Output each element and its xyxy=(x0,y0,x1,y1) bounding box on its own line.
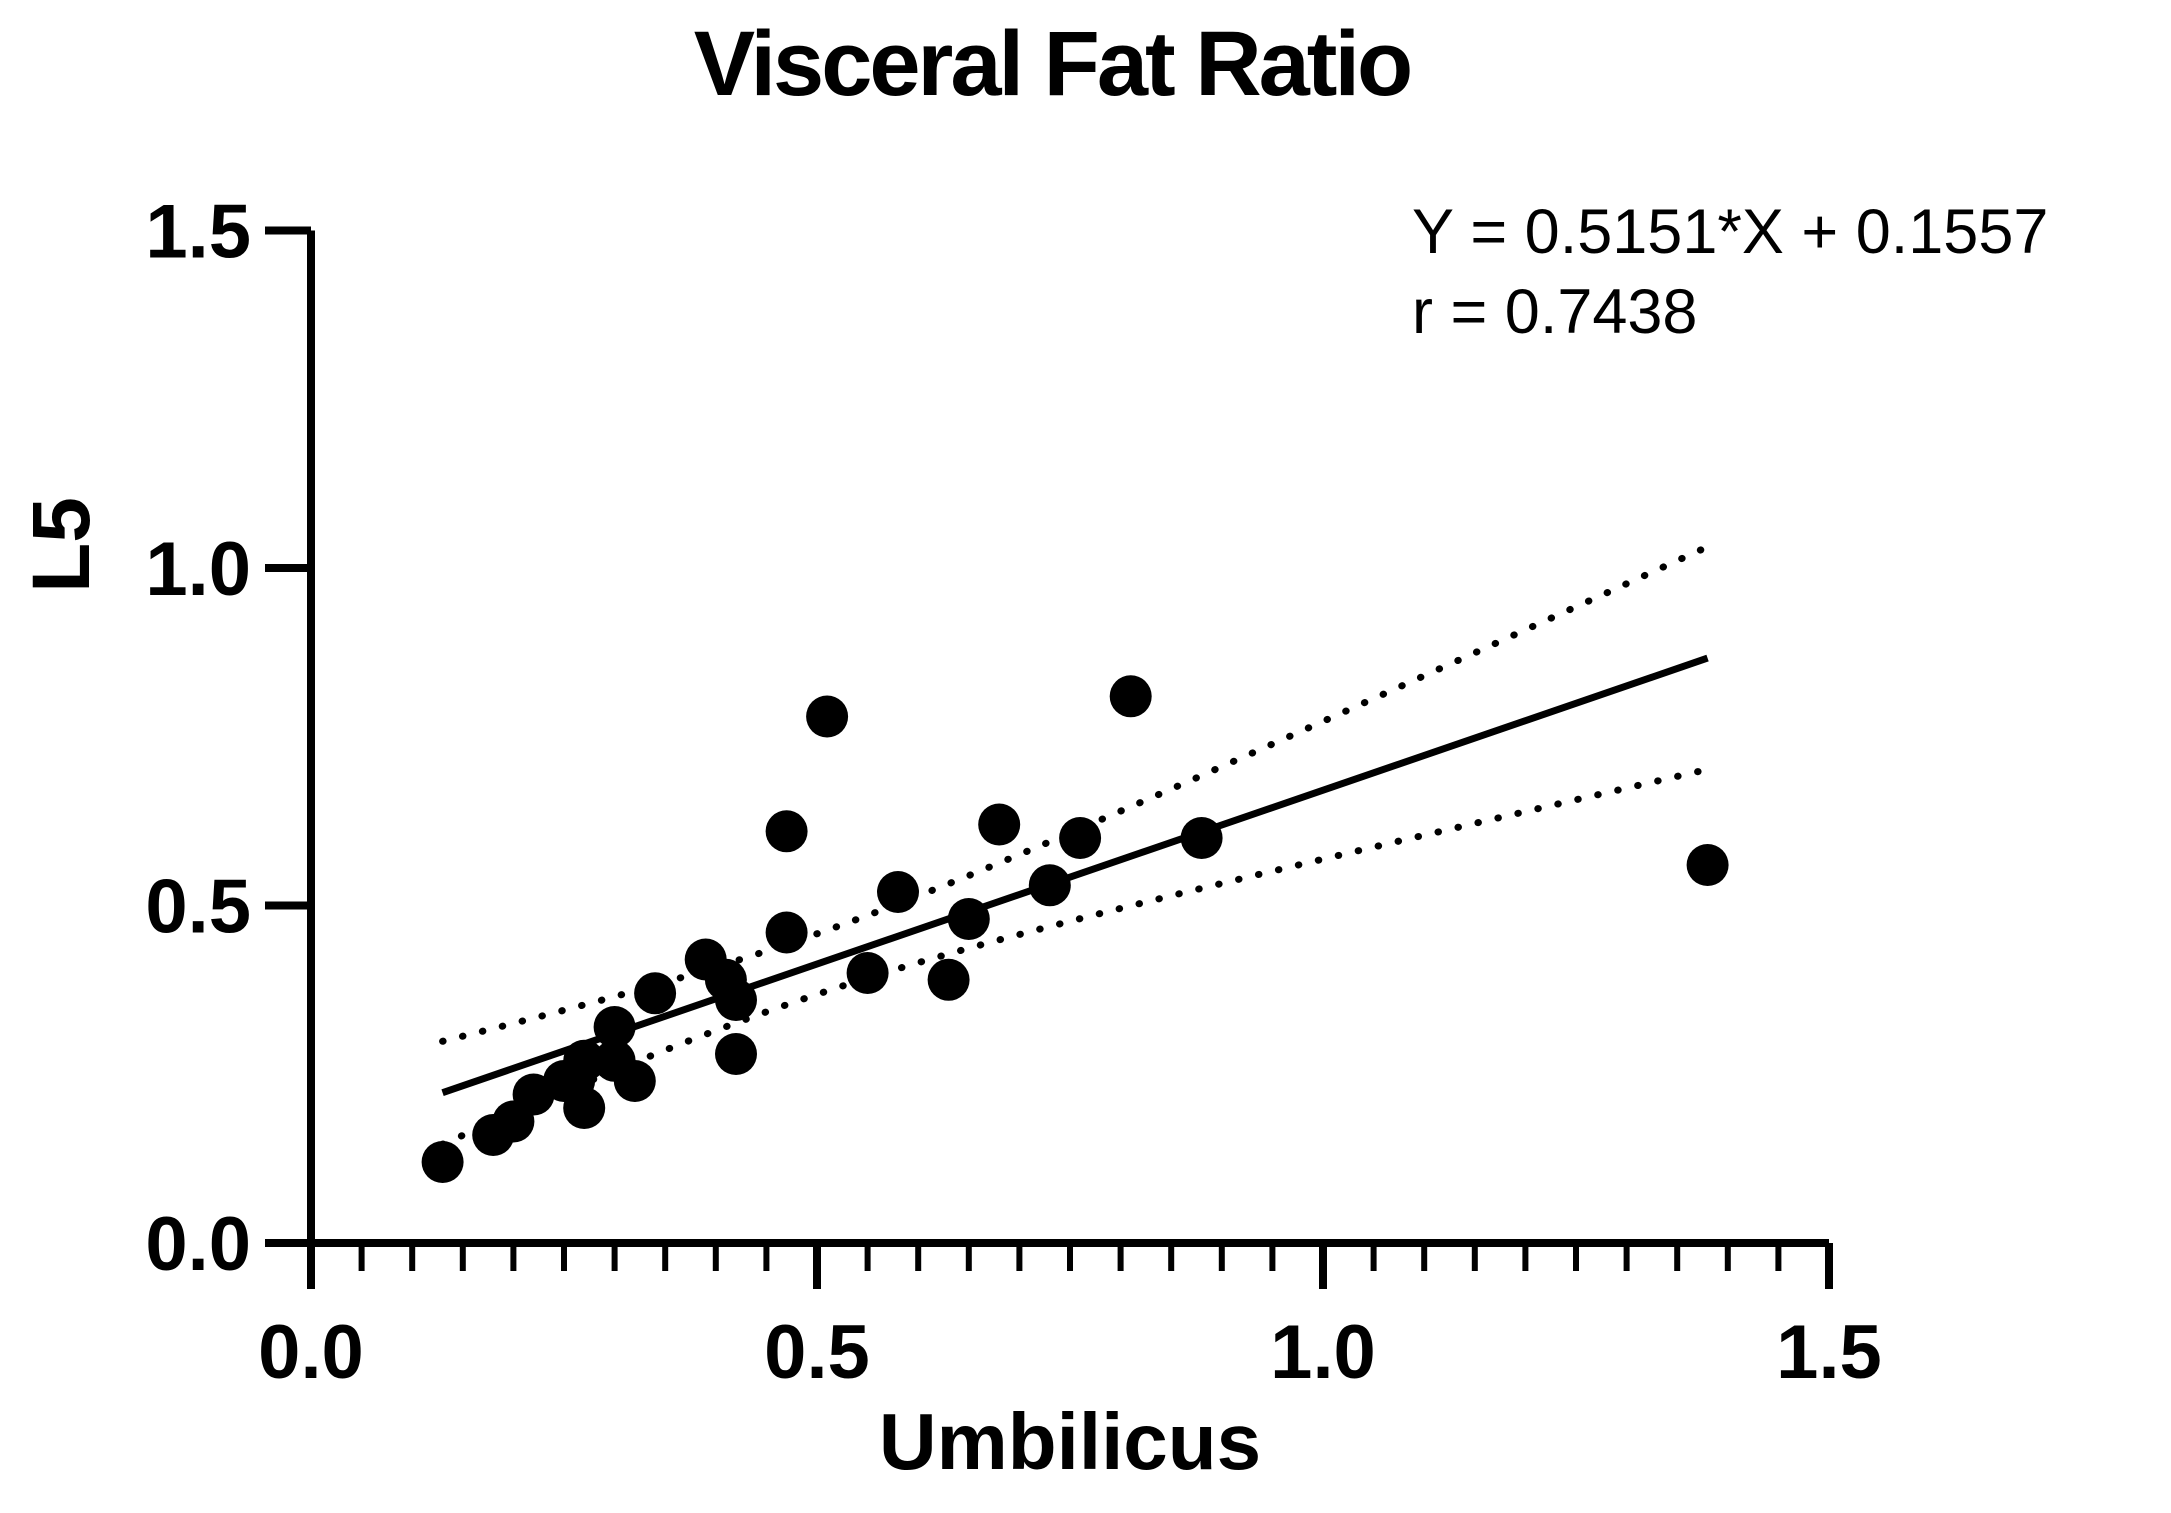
data-point xyxy=(765,911,808,954)
data-point xyxy=(846,952,889,994)
r-value-text: r = 0.7438 xyxy=(1412,277,1698,347)
data-point xyxy=(715,1033,757,1075)
data-point xyxy=(765,810,808,853)
data-point xyxy=(877,871,919,913)
data-point xyxy=(421,1141,464,1183)
x-axis-title: Umbilicus xyxy=(878,1397,1262,1486)
data-point xyxy=(593,1006,636,1048)
data-point xyxy=(947,898,990,940)
regression-line xyxy=(441,654,1709,1097)
y-tick-label: 1.5 xyxy=(145,190,251,275)
y-tick-label: 1.0 xyxy=(145,527,251,612)
data-point xyxy=(613,1060,656,1102)
data-point xyxy=(806,695,849,738)
chart-title: Visceral Fat Ratio xyxy=(693,13,1413,115)
data-point xyxy=(563,1087,606,1129)
data-point xyxy=(927,958,970,1001)
data-point xyxy=(715,979,757,1021)
x-tick-label: 1.5 xyxy=(1776,1310,1882,1395)
data-point xyxy=(1180,817,1223,859)
data-point xyxy=(1686,844,1729,886)
data-point xyxy=(1109,675,1152,718)
x-tick-label: 1.0 xyxy=(1270,1310,1376,1395)
data-point xyxy=(978,803,1021,846)
upper-confidence-band xyxy=(439,543,1712,1045)
regression-annotation: Y = 0.5151*X + 0.1557 r = 0.7438 xyxy=(1412,192,2048,352)
equation-text: Y = 0.5151*X + 0.1557 xyxy=(1412,197,2049,267)
data-point xyxy=(634,972,677,1015)
y-tick-label: 0.5 xyxy=(145,865,251,950)
y-tick-label: 0.0 xyxy=(145,1202,251,1287)
x-tick-label: 0.0 xyxy=(258,1310,364,1395)
x-tick-label: 0.5 xyxy=(764,1310,870,1395)
data-point xyxy=(1028,864,1071,907)
data-point xyxy=(563,1039,606,1082)
lower-confidence-band xyxy=(439,765,1712,1148)
data-point xyxy=(1059,817,1102,859)
